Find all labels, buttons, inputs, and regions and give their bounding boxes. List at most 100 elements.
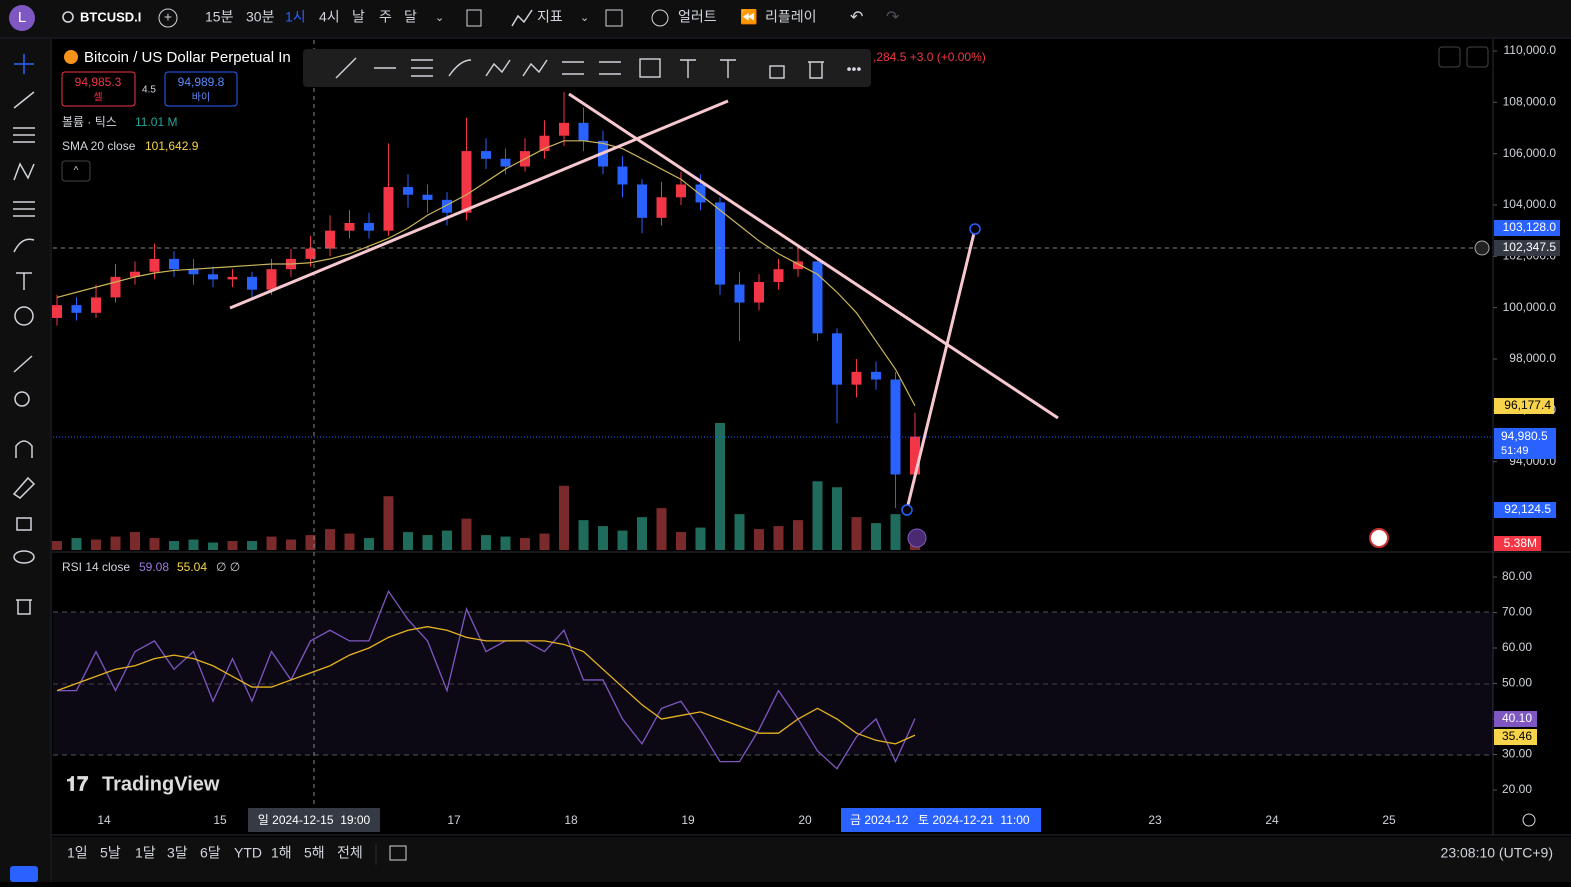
lock-tool[interactable]	[16, 517, 32, 531]
event-icon[interactable]	[907, 528, 927, 548]
icon[interactable]	[448, 59, 472, 77]
crosshair-tool[interactable]	[14, 54, 34, 74]
interval[interactable]: 1시	[285, 9, 306, 25]
trend-line[interactable]	[905, 228, 977, 510]
chart-type-icon[interactable]	[466, 9, 482, 27]
volume-bar	[637, 517, 647, 550]
fib-tool[interactable]	[13, 127, 35, 143]
range-button[interactable]: 6달	[200, 845, 221, 861]
anchor[interactable]	[901, 504, 913, 516]
avatar[interactable]	[9, 5, 35, 31]
settings[interactable]	[1522, 813, 1536, 827]
clock: 23:08:10 (UTC+9)	[1441, 845, 1553, 861]
icon[interactable]	[335, 57, 357, 79]
price-label: 103,128.0	[1503, 220, 1557, 234]
redo[interactable]: ↷	[886, 9, 900, 26]
projection-tool[interactable]	[13, 201, 35, 217]
goto-date[interactable]	[389, 845, 407, 861]
hide-tool[interactable]	[13, 550, 35, 564]
sell-button[interactable]	[61, 71, 136, 107]
volume-bar	[169, 541, 179, 550]
trend-line[interactable]	[568, 92, 1059, 420]
reset-button[interactable]	[1466, 46, 1489, 68]
crosshair-time-bg	[248, 808, 380, 832]
search-icon[interactable]	[62, 11, 74, 23]
brush-tool[interactable]	[13, 238, 35, 253]
corner-button[interactable]	[10, 866, 38, 882]
interval[interactable]: 달	[404, 9, 417, 25]
candle-body	[364, 222, 374, 231]
pattern-tool[interactable]	[13, 162, 35, 181]
magnet-tool[interactable]	[15, 440, 33, 458]
economic-event[interactable]	[1369, 528, 1389, 548]
range-button[interactable]: 3달	[167, 845, 188, 861]
emoji-tool[interactable]	[14, 306, 34, 326]
volume-bar	[364, 538, 374, 550]
candle-body	[110, 276, 121, 298]
lock-draw-tool[interactable]	[12, 476, 36, 499]
dropdown[interactable]: ⌄	[580, 12, 589, 24]
sell-price: 94,985.3	[75, 75, 122, 89]
line-tool[interactable]	[13, 91, 35, 109]
range-button[interactable]: 1달	[135, 845, 156, 861]
zoom-tool[interactable]	[14, 391, 30, 407]
y-tick-label: 100,000.0	[1503, 300, 1557, 314]
buy-button[interactable]	[164, 71, 238, 107]
add-symbol[interactable]	[158, 8, 178, 28]
interval[interactable]: 주	[379, 9, 392, 25]
symbol[interactable]: BTCUSD.I	[80, 9, 141, 24]
more[interactable]: •••	[847, 61, 862, 77]
range-button[interactable]: 1해	[271, 845, 292, 861]
range-end: 토 2024-12-21 11:00	[918, 813, 1030, 827]
rsi-name: RSI 14 close	[62, 560, 130, 574]
trash-tool[interactable]	[16, 599, 32, 615]
interval[interactable]: 30분	[246, 9, 275, 25]
interval[interactable]: 4시	[319, 9, 340, 25]
range-button[interactable]: 5해	[304, 845, 325, 861]
interval[interactable]: 15분	[205, 9, 234, 25]
candle-body	[383, 187, 394, 231]
candle-body	[676, 184, 686, 198]
icon[interactable]	[808, 61, 824, 79]
icon[interactable]	[639, 58, 661, 78]
range-button[interactable]: YTD	[234, 845, 262, 861]
candle-body	[754, 282, 764, 303]
date-label: 14	[97, 813, 111, 827]
volume-bar	[130, 532, 140, 550]
interval[interactable]: 날	[352, 9, 365, 25]
user-drawings[interactable]	[229, 92, 1059, 510]
range-button[interactable]: 전체	[337, 845, 363, 861]
icon[interactable]	[411, 59, 433, 77]
y-tick-label: 108,000.0	[1503, 95, 1557, 109]
text-tool[interactable]	[16, 272, 32, 290]
icon[interactable]	[720, 59, 736, 78]
candle-body	[325, 230, 335, 249]
icon[interactable]	[680, 59, 696, 78]
indicators-button[interactable]: 지표	[537, 9, 563, 25]
alert-button[interactable]: 얼러트	[678, 9, 717, 25]
price-label-bg	[1494, 536, 1541, 551]
trend-line[interactable]	[229, 99, 729, 310]
volume-bar	[403, 532, 413, 550]
range-button[interactable]: 1일	[67, 845, 88, 861]
anchor[interactable]	[969, 223, 981, 235]
ruler-tool[interactable]	[13, 355, 33, 373]
candle-body	[851, 371, 862, 385]
scroll-button[interactable]	[1438, 46, 1461, 68]
candle-body	[871, 371, 881, 380]
undo[interactable]: ↶	[850, 9, 863, 26]
icon[interactable]	[522, 59, 548, 77]
icon[interactable]	[485, 59, 511, 77]
icon[interactable]	[562, 61, 584, 75]
icon[interactable]	[599, 61, 621, 75]
replay-button[interactable]: 리플레이	[765, 9, 817, 25]
icon[interactable]	[769, 65, 785, 79]
range-button[interactable]: 5날	[100, 845, 121, 861]
price-label-bg	[1494, 398, 1554, 414]
dropdown[interactable]: ⌄	[435, 12, 444, 24]
layout-icon[interactable]	[605, 9, 623, 27]
rsi-line	[57, 589, 916, 770]
add-alert[interactable]	[1474, 240, 1490, 256]
collapse-button[interactable]	[61, 160, 91, 182]
